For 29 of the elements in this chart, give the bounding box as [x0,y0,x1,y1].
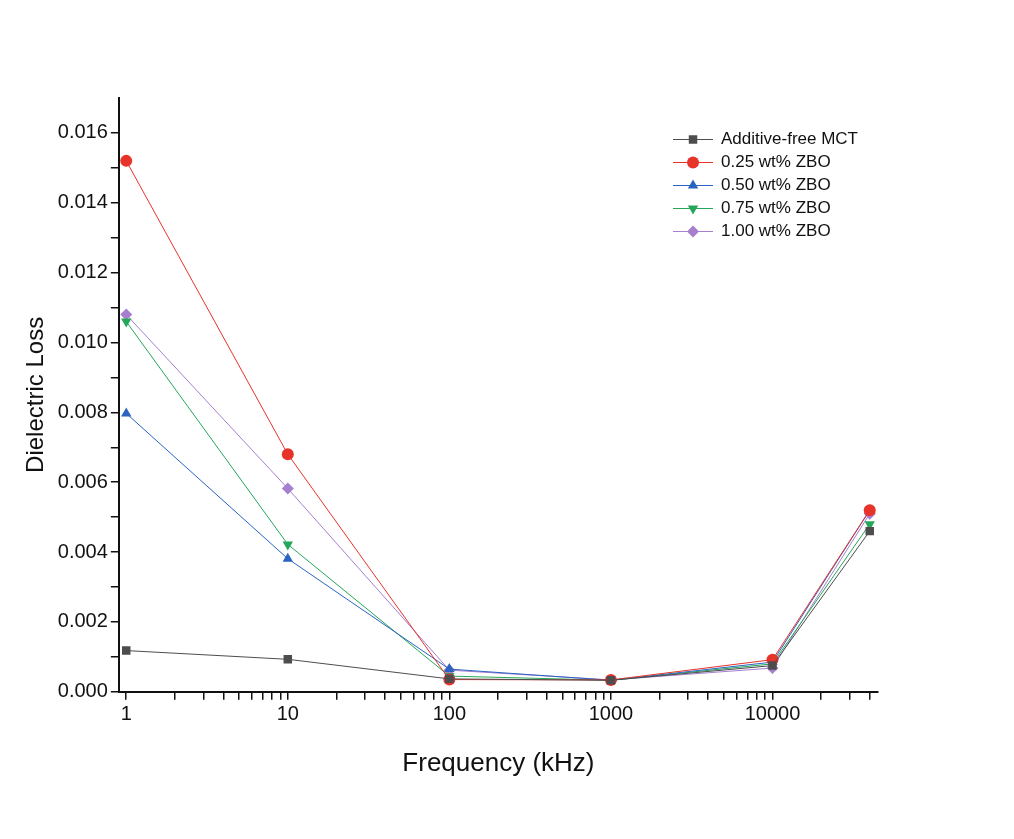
point [282,552,293,562]
x-tick-label: 1000 [588,702,634,725]
legend-label: Additive-free MCT [721,129,858,149]
y-tick-label: 0.004 [57,539,108,562]
x-tick-label: 10000 [744,702,801,725]
y-tick-label: 0.014 [57,190,108,213]
y-tick-label: 0.000 [57,679,108,702]
y-tick-label: 0.002 [57,609,108,632]
x-tick-label: 100 [432,702,467,725]
point [281,482,294,495]
legend-label: 1.00 wt% ZBO [721,221,831,241]
point [281,448,294,461]
point [122,646,131,655]
y-tick-label: 0.006 [57,469,108,492]
y-axis-title: Dielectric Loss [21,316,49,473]
y-tick-label: 0.010 [57,330,108,353]
legend-label: 0.25 wt% ZBO [721,152,831,172]
legend-label: 0.75 wt% ZBO [721,198,831,218]
y-tick-label: 0.008 [57,399,108,422]
x-axis-title: Frequency (kHz) [402,746,595,777]
point [282,541,293,551]
y-tick-label: 0.016 [57,120,108,143]
point [444,663,455,673]
point [283,655,293,664]
x-tick-label: 10 [276,702,299,725]
point [120,154,133,167]
y-tick-label: 0.012 [57,260,108,283]
legend-label: 0.50 wt% ZBO [721,175,831,195]
x-tick-label: 1 [120,702,132,725]
